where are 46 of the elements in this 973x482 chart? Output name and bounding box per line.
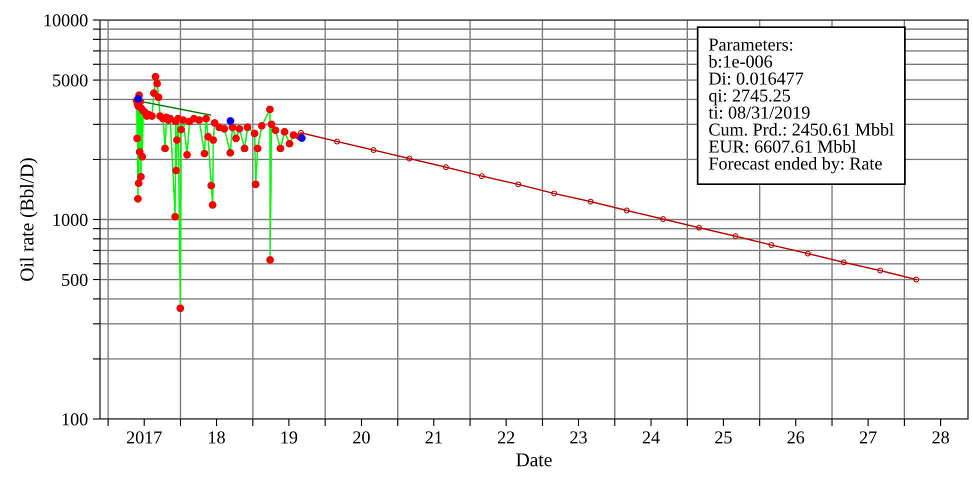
point bbox=[840, 259, 847, 266]
x-axis-title: Date bbox=[516, 453, 552, 466]
point bbox=[515, 181, 522, 188]
annotation: b:1e-006 bbox=[708, 54, 772, 68]
y-tick-label: 100 bbox=[62, 413, 88, 426]
x-tick-label: 24 bbox=[642, 431, 660, 444]
y-tick-label: 5000 bbox=[53, 74, 88, 86]
point bbox=[732, 233, 738, 240]
point bbox=[478, 173, 485, 180]
y-tick-label: 10000 bbox=[44, 14, 88, 26]
x-tick-label: 18 bbox=[209, 431, 225, 444]
point bbox=[696, 224, 702, 231]
x-tick-label: 27 bbox=[860, 431, 877, 444]
x-tick-label: 25 bbox=[715, 431, 732, 444]
point bbox=[226, 117, 234, 125]
annotation: EUR: 6607.61 Mbbl bbox=[708, 140, 856, 153]
point bbox=[660, 216, 666, 222]
point bbox=[298, 134, 306, 142]
point bbox=[551, 190, 558, 196]
annotation: qi: 2745.25 bbox=[709, 90, 790, 106]
point bbox=[624, 208, 630, 214]
annotation: Di: 0.016477 bbox=[708, 72, 804, 85]
x-tick-label: 22 bbox=[498, 431, 514, 444]
y-tick-label: 1000 bbox=[54, 214, 88, 226]
y-tick-label: 500 bbox=[62, 274, 88, 286]
point bbox=[804, 250, 811, 256]
x-tick-label: 26 bbox=[788, 431, 804, 444]
point bbox=[913, 276, 920, 282]
annotation: ti: 08/31/2019 bbox=[708, 106, 810, 119]
annotation: Parameters: bbox=[708, 38, 792, 51]
point bbox=[768, 242, 774, 248]
x-tick-label: 23 bbox=[570, 431, 587, 444]
point bbox=[370, 147, 376, 153]
annotation: Cum. Prd.: 2450.61 Mbbl bbox=[709, 122, 894, 136]
point bbox=[334, 138, 340, 144]
point bbox=[442, 164, 449, 170]
x-tick-label: 20 bbox=[353, 431, 370, 444]
point bbox=[588, 198, 594, 204]
x-tick-label: 28 bbox=[932, 431, 949, 444]
annotation: Forecast ended by: Rate bbox=[708, 156, 882, 174]
x-tick-label: 2017 bbox=[126, 431, 162, 444]
y-axis-title: Oil rate (Bbl/D) bbox=[20, 158, 38, 281]
x-tick-label: 21 bbox=[426, 431, 442, 444]
point bbox=[877, 268, 884, 274]
x-tick-label: 19 bbox=[281, 431, 298, 444]
point bbox=[406, 156, 412, 162]
